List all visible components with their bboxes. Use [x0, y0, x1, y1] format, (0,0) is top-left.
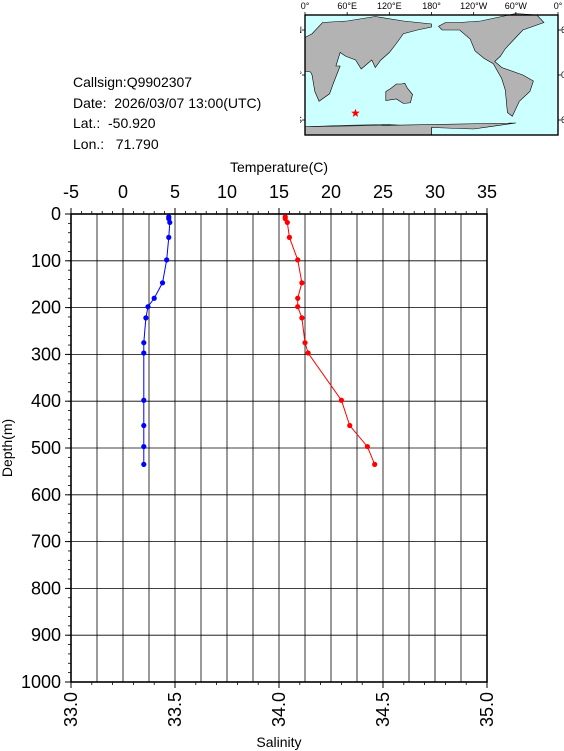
salinity-tick-label: 33.0 [61, 692, 81, 727]
continent-shape [304, 16, 432, 102]
map-lon-label: 120°W [460, 1, 488, 11]
map-lon-label: 60°W [505, 1, 528, 11]
map-lon-label: 0° [301, 1, 310, 11]
depth-tick-label: 1000 [21, 672, 61, 692]
salinity-profile-point [141, 340, 147, 346]
salinity-profile-point [164, 257, 170, 263]
depth-tick-label: 700 [31, 532, 61, 552]
map-lat-label-right: 60°N [561, 25, 564, 35]
salinity-profile-point [166, 234, 172, 240]
salinity-tick-label: 34.0 [269, 692, 289, 727]
depth-tick-label: 400 [31, 391, 61, 411]
temperature-tick-label: 30 [425, 182, 445, 202]
temperature-profile-point [295, 295, 301, 301]
map-lon-label: 60°E [337, 1, 357, 11]
float-position-marker [351, 108, 360, 117]
temperature-profile-point [364, 443, 370, 450]
temperature-profile-point [338, 397, 344, 403]
temperature-profile-point [372, 461, 378, 467]
temperature-profile-line [284, 216, 376, 465]
temperature-profile-point [347, 422, 353, 429]
temperature-tick-label: -5 [63, 182, 79, 202]
salinity-profile-point [141, 350, 147, 356]
temperature-axis-label: Temperature(C) [230, 159, 328, 175]
salinity-profile-line [143, 216, 171, 465]
temperature-tick-label: 25 [373, 182, 393, 202]
float-info-panel: Callsign:Q9902307 Date: 2026/03/07 13:00… [73, 72, 261, 154]
continent-shape [385, 82, 413, 104]
map-lon-label: 180° [422, 1, 441, 11]
map-axis-labels: 0° 60°E 120°E 180° 120°W 60°W 0° 60°N 60°N 0° 0° 60… [300, 1, 564, 125]
temperature-profile-point [284, 219, 290, 226]
depth-axis-label: Depth(m) [0, 419, 15, 477]
temperature-tick-label: 0 [118, 182, 128, 202]
temperature-profile-point [295, 257, 301, 263]
map-lat-label-right: 60°S [561, 115, 564, 125]
depth-tick-label: 500 [31, 438, 61, 458]
map-lat-label-right: 0° [561, 70, 564, 80]
salinity-profile-point [141, 422, 147, 429]
temperature-tick-label: 5 [170, 182, 180, 202]
depth-tick-label: 900 [31, 625, 61, 645]
map-lat-label: 0° [300, 70, 302, 80]
temperature-tick-label: 15 [269, 182, 289, 202]
location-map: 0° 60°E 120°E 180° 120°W 60°W 0° 60°N 60°N 0° 0° 60… [300, 1, 564, 136]
map-lon-label: 120°E [377, 1, 402, 11]
salinity-profile-point [145, 304, 151, 310]
map-lat-label: 60°N [300, 25, 302, 35]
salinity-profile-point [141, 461, 147, 467]
depth-tick-label: 100 [31, 251, 61, 271]
date-label: Date: 2026/03/07 13:00(UTC) [73, 94, 262, 111]
depth-tick-label: 300 [31, 344, 61, 364]
callsign-label: Callsign:Q9902307 [73, 74, 193, 90]
star-icon [351, 108, 360, 117]
salinity-tick-label: 34.5 [373, 692, 393, 727]
salinity-profile-point [141, 443, 147, 450]
latitude-label: Lat.: -50.920 [73, 115, 156, 131]
temperature-profile-point [295, 304, 301, 310]
depth-tick-label: 600 [31, 485, 61, 505]
salinity-axis-label: Salinity [256, 734, 301, 750]
depth-tick-label: 0 [51, 204, 61, 224]
salinity-profile-point [159, 280, 166, 286]
map-lat-label: 60°S [300, 115, 302, 125]
salinity-tick-label: 35.0 [477, 692, 497, 727]
salinity-profile-point [141, 397, 147, 403]
temperature-tick-label: 20 [321, 182, 341, 202]
temperature-profile-point [305, 350, 311, 356]
depth-tick-label: 800 [31, 578, 61, 598]
salinity-profile-point [143, 315, 149, 321]
map-lon-label: 0° [554, 1, 563, 11]
chart-series [141, 214, 378, 467]
temperature-profile-point [302, 340, 308, 346]
temperature-profile-point [286, 234, 292, 240]
salinity-tick-label: 33.5 [165, 692, 185, 727]
temperature-profile-point [299, 280, 305, 286]
temperature-profile-point [299, 315, 305, 321]
salinity-profile-point [151, 295, 157, 301]
temperature-tick-label: 35 [477, 182, 497, 202]
salinity-profile-point [167, 219, 173, 226]
chart-grid [71, 214, 487, 682]
temperature-tick-label: 10 [217, 182, 237, 202]
map-land [304, 13, 545, 136]
longitude-label: Lon.: 71.790 [73, 135, 159, 152]
depth-tick-label: 200 [31, 298, 61, 318]
